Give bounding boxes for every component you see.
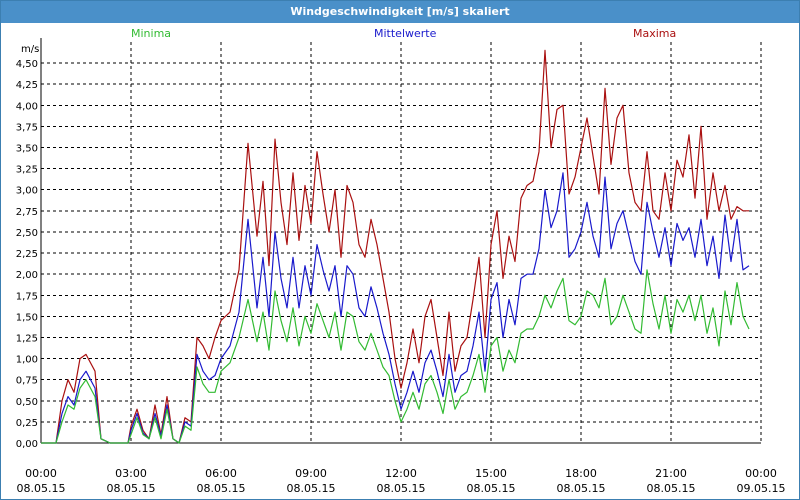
x-tick-date: 08.05.15 [107, 482, 156, 495]
x-tick-date: 08.05.15 [287, 482, 336, 495]
x-tick-time: 00:00 [745, 467, 777, 480]
y-tick-label: 0,50 [16, 397, 38, 408]
y-tick-label: 2,00 [16, 270, 38, 281]
y-tick-label: 0,00 [16, 439, 38, 450]
y-axis-label: m/s [21, 44, 39, 55]
y-tick-label: 2,75 [16, 207, 38, 218]
legend-minima: Minima [131, 27, 172, 40]
x-tick-date: 08.05.15 [647, 482, 696, 495]
line-chart: 0,00 0,25 0,50 0,75 1,00 1,25 1,50 1,75 2,00 2,25… [16, 38, 786, 495]
y-tick-label: 1,75 [16, 291, 38, 302]
x-tick-date: 08.05.15 [197, 482, 246, 495]
x-tick-date: 08.05.15 [377, 482, 426, 495]
y-tick-label: 1,00 [16, 355, 38, 366]
x-tick-time: 18:00 [565, 467, 597, 480]
y-tick-label: 0,75 [16, 376, 38, 387]
x-tick-date: 08.05.15 [467, 482, 516, 495]
x-tick-time: 12:00 [385, 467, 417, 480]
y-tick-label: 4,00 [16, 101, 38, 112]
series-lines [41, 49, 750, 444]
axes [40, 38, 761, 444]
x-tick-time: 00:00 [25, 467, 57, 480]
legend-maxima: Maxima [633, 27, 677, 40]
y-tick-label: 3,00 [16, 186, 38, 197]
x-tick-time: 21:00 [655, 467, 687, 480]
x-tick-time: 03:00 [115, 467, 147, 480]
x-tick-date: 09.05.15 [737, 482, 786, 495]
y-tick-label: 3,50 [16, 144, 38, 155]
y-tick-label: 1,50 [16, 312, 38, 323]
chart-title: Windgeschwindigkeit [m/s] skaliert [1, 1, 799, 23]
y-tick-label: 2,50 [16, 228, 38, 239]
y-tick-label: 3,75 [16, 122, 38, 133]
y-tick-label: 3,25 [16, 165, 38, 176]
grid-lines [40, 42, 762, 444]
x-tick-labels: 00:00 08.05.15 03:00 08.05.15 06:00 08.05.15 0… [17, 467, 786, 495]
x-tick-time: 15:00 [475, 467, 507, 480]
x-tick-date: 08.05.15 [557, 482, 606, 495]
y-tick-labels: 0,00 0,25 0,50 0,75 1,00 1,25 1,50 1,75 2,00 2,25… [16, 59, 38, 450]
y-tick-label: 0,25 [16, 418, 38, 429]
x-tick-time: 09:00 [295, 467, 327, 480]
y-tick-label: 1,25 [16, 333, 38, 344]
y-tick-label: 4,25 [16, 80, 38, 91]
y-tick-label: 4,50 [16, 59, 38, 70]
x-tick-date: 08.05.15 [17, 482, 66, 495]
x-tick-time: 06:00 [205, 467, 237, 480]
y-tick-label: 2,25 [16, 249, 38, 260]
legend-mittelwerte: Mittelwerte [374, 27, 437, 40]
series-line-minima [41, 269, 750, 444]
